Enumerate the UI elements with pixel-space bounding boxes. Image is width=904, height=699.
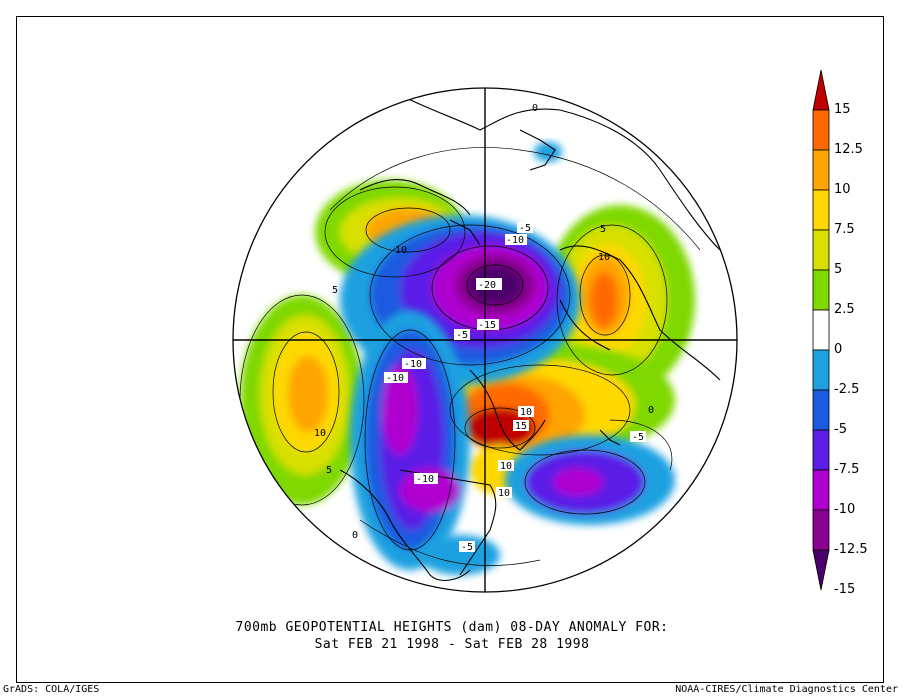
legend-level-label: -10: [834, 502, 856, 517]
legend-level-label: -15: [834, 582, 856, 597]
footer-credit-right: NOAA-CIRES/Climate Diagnostics Center: [675, 684, 898, 695]
contour-label: 10: [395, 245, 407, 256]
negative-anomaly-america: [350, 310, 470, 570]
legend-swatch: [812, 189, 830, 231]
contour-label: -5: [519, 223, 531, 234]
legend-level-label: -12.5: [834, 542, 868, 557]
contour-label: 15: [515, 421, 527, 432]
contour-label: -10: [506, 235, 524, 246]
contour-label: -20: [478, 280, 496, 291]
contour-value-labels: -20 -15 -10 -10 -10 -10 -5 -5 -5 -5 15 1…: [314, 103, 654, 553]
contour-label: -10: [404, 359, 422, 370]
contour-label: -10: [386, 373, 404, 384]
legend-arrow-bottom: [812, 549, 830, 591]
contour-label: -5: [456, 330, 468, 341]
legend-swatch: [812, 429, 830, 471]
legend-level-label: 7.5: [834, 222, 855, 237]
legend-level-label: 5: [834, 262, 843, 277]
contour-label: 0: [352, 530, 358, 541]
legend-level-label: 15: [834, 102, 851, 117]
coastlines: [339, 94, 721, 581]
contour-label: 0: [532, 103, 538, 114]
contour-label: 10: [500, 461, 512, 472]
map-title-line2: Sat FEB 21 1998 - Sat FEB 28 1998: [314, 637, 590, 652]
legend-arrow-top: [812, 69, 830, 111]
contour-label: -15: [478, 320, 496, 331]
negative-anomaly-mid-atlantic: [505, 435, 675, 525]
contour-label: 10: [598, 252, 610, 263]
contour-label: 5: [332, 285, 338, 296]
legend-level-label: 2.5: [834, 302, 855, 317]
legend-level-label: 0: [834, 342, 843, 357]
legend-level-label: 10: [834, 182, 851, 197]
contour-label: 10: [314, 428, 326, 439]
legend-swatch: [812, 389, 830, 431]
legend-swatch: [812, 229, 830, 271]
legend-swatch: [812, 349, 830, 391]
legend-swatch: [812, 509, 830, 551]
legend-swatch: [812, 109, 830, 151]
contour-label: 10: [498, 488, 510, 499]
contour-label: 5: [326, 465, 332, 476]
legend-swatch: [812, 269, 830, 311]
contour-label: -10: [416, 474, 434, 485]
legend-swatch: [812, 149, 830, 191]
plot-frame: [16, 16, 884, 683]
contour-label: -5: [632, 432, 644, 443]
contour-label: 5: [600, 224, 606, 235]
contour-label: -5: [461, 542, 473, 553]
legend-swatch: [812, 469, 830, 511]
positive-anomaly-europe: [545, 205, 695, 395]
footer-credit-left: GrADS: COLA/IGES: [3, 684, 100, 695]
positive-anomaly-pacific: [240, 295, 364, 505]
legend-level-label: 12.5: [834, 142, 863, 157]
map-title-line1: 700mb GEOPOTENTIAL HEIGHTS (dam) 08-DAY …: [235, 620, 669, 635]
contour-label: 10: [520, 407, 532, 418]
legend-level-label: -5: [834, 422, 847, 437]
contour-label: 0: [648, 405, 654, 416]
legend-level-label: -7.5: [834, 462, 860, 477]
legend-level-label: -2.5: [834, 382, 860, 397]
legend-swatch: [812, 309, 830, 351]
